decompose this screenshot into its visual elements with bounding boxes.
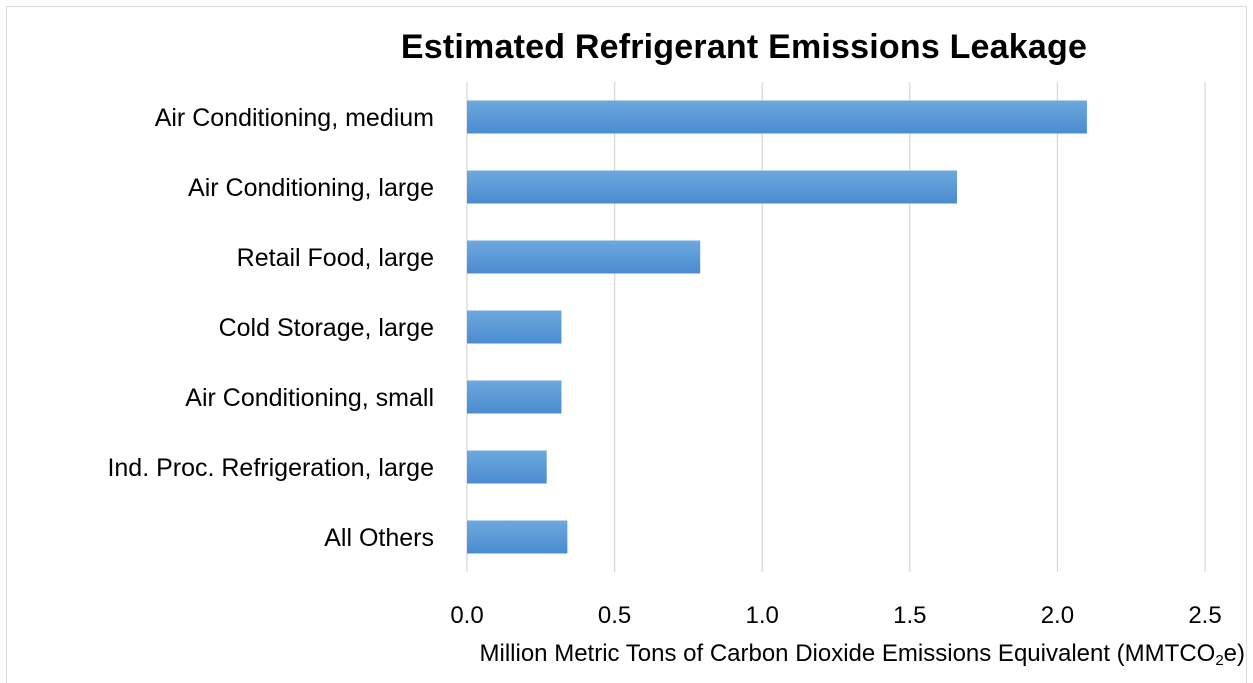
x-axis-label: Million Metric Tons of Carbon Dioxide Em… [310,640,1245,669]
y-category-label: Retail Food, large [237,244,434,272]
x-tick-label: 2.0 [1041,602,1074,629]
bar [467,170,958,204]
y-category-label: Cold Storage, large [219,314,434,342]
x-tick-label: 1.5 [893,602,926,629]
y-category-label: Air Conditioning, large [188,174,434,202]
bar [467,450,547,484]
bar [467,310,562,344]
x-tick-label: 0.0 [450,602,483,629]
x-axis-label-prefix: Million Metric Tons of Carbon Dioxide Em… [479,640,1216,667]
bar [467,100,1087,134]
x-tick-label: 2.5 [1188,602,1221,629]
y-category-label: Air Conditioning, medium [155,104,434,132]
x-axis-label-suffix: e) [1223,640,1245,667]
y-category-label: Ind. Proc. Refrigeration, large [107,454,434,482]
chart-frame [6,6,1247,683]
y-category-label: Air Conditioning, small [185,384,434,412]
bar [467,240,701,274]
x-tick-label: 0.5 [598,602,631,629]
y-category-label: All Others [324,524,434,552]
x-axis-label-subscript: 2 [1215,652,1224,669]
bar [467,380,562,414]
chart-title: Estimated Refrigerant Emissions Leakage [400,28,1088,66]
bar [467,520,568,554]
x-tick-label: 1.0 [746,602,779,629]
